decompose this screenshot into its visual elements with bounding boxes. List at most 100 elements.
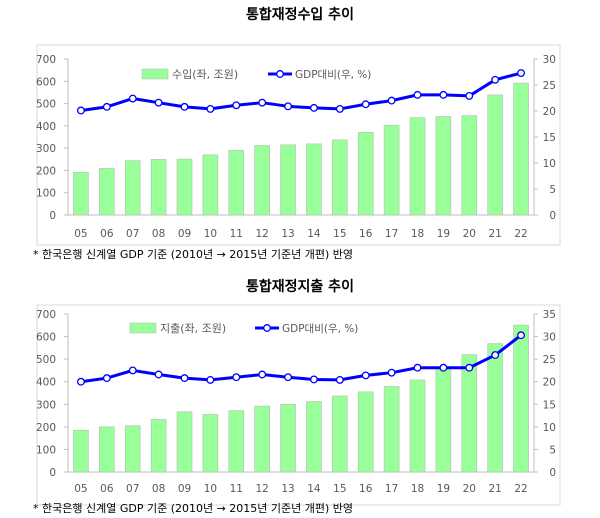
- right-tick-label: 15: [543, 132, 556, 144]
- bar: [202, 414, 219, 473]
- x-tick-label: 17: [385, 483, 398, 495]
- gdp-ratio-marker: [206, 375, 215, 384]
- bar: [150, 158, 167, 216]
- left-tick-label: 0: [49, 467, 56, 479]
- gdp-ratio-marker: [76, 106, 85, 115]
- x-tick-label: 05: [74, 228, 87, 240]
- x-tick-label: 08: [152, 483, 165, 495]
- x-tick-label: 10: [204, 228, 217, 240]
- x-tick-label: 17: [385, 228, 398, 240]
- x-tick-label: 10: [204, 483, 217, 495]
- chart-title: 통합재정지출 추이: [246, 278, 354, 295]
- x-tick-label: 07: [126, 228, 139, 240]
- bar: [306, 143, 322, 216]
- legend-bar-label: 수입(좌, 조원): [172, 68, 238, 81]
- gdp-ratio-marker: [439, 90, 448, 99]
- left-tick-label: 400: [36, 377, 56, 389]
- left-tick-label: 100: [36, 444, 56, 456]
- bar: [254, 405, 270, 473]
- right-tick-label: 20: [543, 377, 556, 389]
- legend-line-label: GDP대비(우, %): [282, 323, 358, 335]
- bar: [487, 343, 503, 473]
- right-tick-label: 25: [543, 354, 556, 366]
- right-tick-label: 10: [543, 422, 556, 434]
- bar: [332, 395, 348, 473]
- bar: [99, 168, 115, 216]
- x-tick-label: 15: [333, 228, 346, 240]
- legend-bar-swatch: [141, 68, 169, 80]
- left-tick-label: 500: [36, 99, 56, 111]
- bar: [73, 429, 89, 473]
- bar: [513, 324, 529, 473]
- x-tick-label: 09: [178, 483, 191, 495]
- bar: [73, 172, 89, 216]
- gdp-ratio-marker: [361, 371, 370, 380]
- left-tick-label: 700: [36, 309, 56, 321]
- x-tick-label: 09: [178, 228, 191, 240]
- left-tick-label: 300: [36, 399, 56, 411]
- bar: [99, 426, 115, 473]
- bar: [409, 117, 426, 216]
- bar: [513, 82, 529, 216]
- right-tick-label: 20: [543, 106, 556, 118]
- right-tick-label: 25: [543, 80, 556, 92]
- right-tick-label: 35: [543, 309, 556, 321]
- gdp-ratio-marker: [439, 363, 448, 372]
- bar: [306, 401, 322, 473]
- gdp-ratio-marker: [258, 98, 267, 107]
- bar: [383, 386, 400, 473]
- bar: [176, 411, 193, 473]
- x-tick-label: 18: [411, 228, 424, 240]
- right-tick-label: 0: [549, 210, 556, 222]
- gdp-ratio-marker: [309, 103, 318, 112]
- bar: [435, 367, 452, 473]
- x-tick-label: 06: [100, 228, 114, 240]
- legend-bar-label: 지출(좌, 조원): [160, 322, 226, 335]
- right-tick-label: 10: [543, 158, 556, 170]
- right-tick-label: 30: [543, 54, 556, 66]
- gdp-ratio-marker: [128, 94, 137, 103]
- x-tick-label: 14: [307, 483, 321, 495]
- bar: [254, 145, 270, 216]
- gdp-ratio-marker: [465, 91, 474, 100]
- bar: [228, 410, 245, 473]
- left-tick-label: 700: [36, 54, 56, 66]
- gdp-ratio-marker: [335, 104, 344, 113]
- x-tick-label: 19: [437, 483, 450, 495]
- right-tick-label: 5: [549, 184, 556, 196]
- x-tick-label: 05: [74, 483, 87, 495]
- right-tick-label: 0: [549, 467, 556, 479]
- bar: [176, 158, 193, 216]
- gdp-ratio-marker: [284, 102, 293, 111]
- gdp-ratio-marker: [491, 75, 500, 84]
- x-tick-label: 16: [359, 228, 373, 240]
- gdp-ratio-marker: [102, 374, 111, 383]
- x-tick-label: 22: [514, 228, 527, 240]
- left-tick-label: 100: [36, 188, 56, 200]
- bar: [461, 115, 478, 216]
- x-tick-label: 15: [333, 483, 346, 495]
- right-tick-label: 30: [543, 332, 556, 344]
- x-tick-label: 08: [152, 228, 165, 240]
- gdp-ratio-marker: [180, 374, 189, 383]
- gdp-ratio-marker: [180, 102, 189, 111]
- x-tick-label: 12: [255, 483, 268, 495]
- footnote: * 한국은행 신계열 GDP 기준 (2010년 → 2015년 기준년 개편)…: [33, 248, 353, 261]
- gdp-ratio-marker: [387, 368, 396, 377]
- x-tick-label: 21: [488, 483, 501, 495]
- gdp-ratio-marker: [413, 90, 422, 99]
- bar: [357, 132, 374, 216]
- gdp-ratio-marker: [76, 377, 85, 386]
- bar: [409, 379, 426, 473]
- x-tick-label: 13: [281, 483, 294, 495]
- gdp-ratio-marker: [465, 363, 474, 372]
- left-tick-label: 200: [36, 165, 56, 177]
- left-tick-label: 0: [49, 210, 56, 222]
- left-tick-label: 600: [36, 76, 56, 88]
- bar: [461, 354, 478, 473]
- gdp-ratio-marker: [102, 102, 111, 111]
- gdp-ratio-marker: [258, 370, 267, 379]
- gdp-ratio-marker: [128, 366, 137, 375]
- left-tick-label: 400: [36, 121, 56, 133]
